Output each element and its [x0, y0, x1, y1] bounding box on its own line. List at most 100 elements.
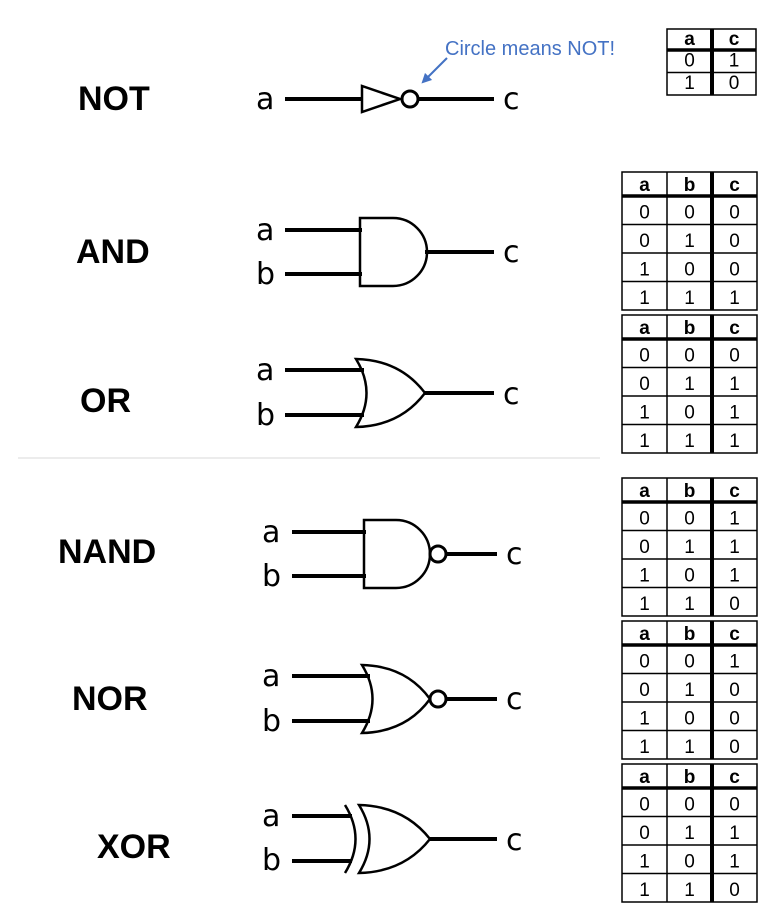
- truth-table-header-cell: c: [729, 481, 740, 502]
- nand-gate-group: NAND a b c: [58, 515, 523, 594]
- truth-table-cell: 1: [684, 680, 695, 701]
- truth-table-cell: 0: [639, 680, 650, 701]
- not-output-c-label: c: [503, 82, 520, 117]
- and-input-b-label: b: [256, 257, 275, 292]
- truth-table-cell: 1: [729, 566, 740, 587]
- nor-gate-symbol: [292, 663, 497, 735]
- truth-table-cell: 0: [639, 823, 650, 844]
- truth-table-cell: 0: [684, 260, 695, 281]
- truth-table-cell: 0: [639, 652, 650, 673]
- truth-table-cell: 0: [684, 795, 695, 816]
- truth-table-header-cell: b: [684, 318, 696, 339]
- or-output-c-label: c: [503, 377, 520, 412]
- truth-table-not: a c0 11 0: [666, 28, 757, 96]
- not-input-a-label: a: [256, 82, 274, 117]
- truth-table-cell: 0: [729, 203, 740, 224]
- truth-table-cell: 0: [684, 403, 695, 424]
- truth-table-cell: 1: [684, 737, 695, 758]
- truth-table-cell: 1: [729, 431, 740, 452]
- nand-bubble: [428, 544, 448, 564]
- and-gate-symbol: [285, 216, 494, 288]
- truth-table-cell: 0: [639, 374, 650, 395]
- xor-input-a-label: a: [262, 799, 280, 834]
- nor-bubble: [428, 689, 448, 709]
- and-gate-group: AND a b c: [76, 213, 520, 292]
- truth-table-cell: 0: [684, 509, 695, 530]
- annotation-arrow: [421, 57, 448, 84]
- truth-table-header-cell: b: [684, 175, 696, 196]
- truth-table-cell: 0: [729, 795, 740, 816]
- truth-table-header-cell: a: [639, 624, 650, 645]
- gate-name-xor: XOR: [97, 828, 171, 866]
- not-gate-group: NOT a c Circle means NOT!: [78, 38, 615, 118]
- truth-table-cell: 1: [729, 652, 740, 673]
- truth-table-cell: 1: [729, 288, 740, 309]
- gate-name-or: OR: [80, 382, 131, 420]
- truth-table-cell: 0: [684, 346, 695, 367]
- truth-table-cell: 1: [684, 288, 695, 309]
- truth-table-header-cell: c: [729, 29, 740, 50]
- truth-table-cell: 1: [684, 231, 695, 252]
- truth-table-cell: 1: [639, 288, 650, 309]
- truth-table-header-cell: c: [729, 624, 740, 645]
- nand-input-a-label: a: [262, 515, 280, 550]
- truth-table-cell: 1: [729, 823, 740, 844]
- truth-table-cell: 0: [684, 566, 695, 587]
- xor-gate-group: XOR a b c: [97, 799, 523, 878]
- truth-table-cell: 1: [684, 880, 695, 901]
- nand-output-c-label: c: [506, 537, 523, 572]
- nor-input-b-label: b: [262, 704, 281, 739]
- truth-table-cell: 1: [639, 566, 650, 587]
- not-bubble: [400, 89, 420, 109]
- truth-table-cell: 1: [639, 880, 650, 901]
- truth-table-cell: 0: [639, 231, 650, 252]
- truth-table-cell: 1: [684, 73, 695, 94]
- truth-table-cell: 0: [684, 51, 695, 72]
- nor-gate-group: NOR a b c: [72, 659, 523, 739]
- gate-name-and: AND: [76, 233, 150, 271]
- truth-tables: a c0 11 0a b c0 0 00 1 01 0 01 1 1a b c0 0 00 1 11 0 11 1 1a b c0…: [621, 28, 758, 903]
- nand-gate-symbol: [292, 518, 497, 590]
- truth-table-xor: a b c 0 0 0 0 1 1 1 0 1 1 1 0: [621, 763, 758, 903]
- truth-table-header-cell: a: [639, 767, 650, 788]
- truth-table-cell: 1: [684, 431, 695, 452]
- truth-table-cell: 1: [684, 537, 695, 558]
- truth-table-cell: 0: [729, 260, 740, 281]
- truth-table-cell: 1: [729, 537, 740, 558]
- truth-table-nor: a b c 0 0 1 0 1 0 1 0 0 1 1 0: [621, 620, 758, 760]
- truth-table-cell: 0: [729, 709, 740, 730]
- truth-table-cell: 1: [684, 374, 695, 395]
- truth-table-cell: 1: [684, 823, 695, 844]
- gate-name-nand: NAND: [58, 533, 156, 571]
- gate-name-nor: NOR: [72, 680, 148, 718]
- truth-table-cell: 0: [639, 346, 650, 367]
- truth-table-cell: 1: [729, 403, 740, 424]
- truth-table-cell: 1: [639, 594, 650, 615]
- truth-table-header-cell: a: [639, 175, 650, 196]
- truth-table-cell: 1: [729, 374, 740, 395]
- truth-table-header-cell: c: [729, 175, 740, 196]
- truth-table-cell: 1: [729, 852, 740, 873]
- truth-table-cell: 0: [729, 594, 740, 615]
- truth-table-cell: 1: [639, 852, 650, 873]
- truth-table-header-cell: b: [684, 624, 696, 645]
- truth-table-cell: 1: [639, 260, 650, 281]
- truth-table-header-cell: a: [684, 29, 695, 50]
- truth-table-header-cell: c: [729, 318, 740, 339]
- truth-table-cell: 0: [729, 73, 740, 94]
- or-input-a-label: a: [256, 353, 274, 388]
- truth-table-cell: 1: [639, 737, 650, 758]
- truth-table-cell: 1: [639, 403, 650, 424]
- truth-table-cell: 1: [639, 431, 650, 452]
- truth-table-or: a b c 0 0 0 0 1 1 1 0 1 1 1 1: [621, 314, 758, 454]
- truth-table-cell: 0: [729, 680, 740, 701]
- truth-table-cell: 0: [729, 231, 740, 252]
- truth-table-cell: 0: [684, 852, 695, 873]
- truth-table-header-cell: b: [684, 481, 696, 502]
- truth-table-header-cell: a: [639, 318, 650, 339]
- truth-table-cell: 0: [729, 880, 740, 901]
- and-output-c-label: c: [503, 235, 520, 270]
- truth-table-header-cell: b: [684, 767, 696, 788]
- truth-table-cell: 1: [639, 709, 650, 730]
